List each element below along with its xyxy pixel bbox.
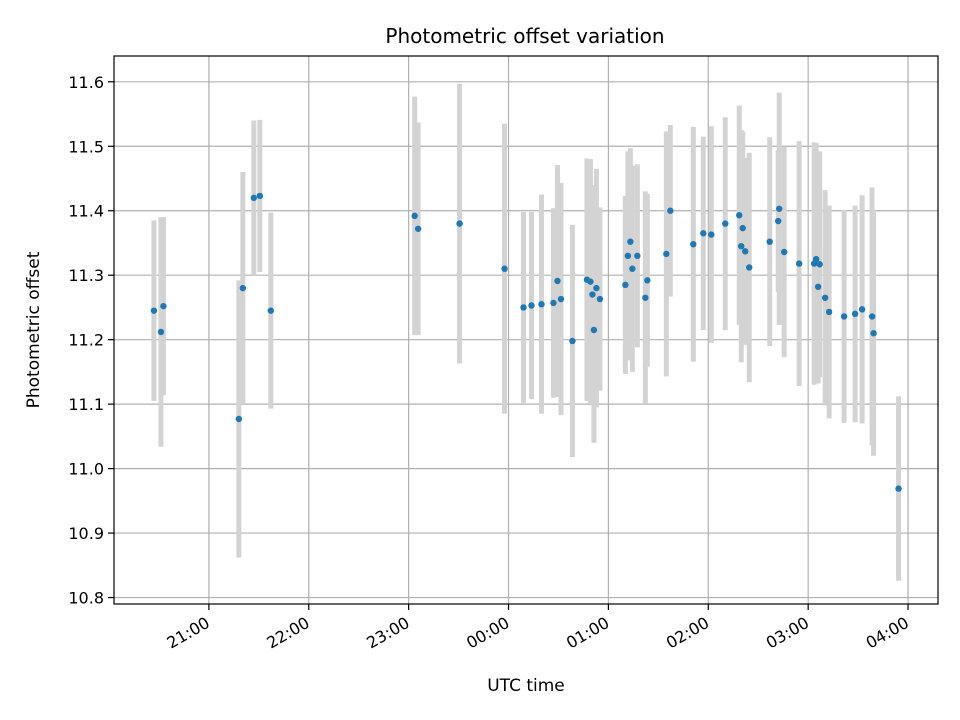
data-point bbox=[557, 295, 565, 303]
data-point bbox=[157, 328, 165, 336]
data-point bbox=[256, 192, 264, 200]
data-point bbox=[550, 299, 557, 307]
data-point bbox=[569, 337, 576, 345]
data-point bbox=[235, 415, 243, 423]
data-point bbox=[840, 313, 848, 320]
data-point bbox=[814, 283, 822, 291]
data-points bbox=[150, 192, 902, 492]
data-point bbox=[250, 194, 258, 202]
data-point bbox=[780, 248, 788, 256]
data-point bbox=[746, 264, 753, 271]
data-point bbox=[160, 302, 167, 310]
data-point bbox=[456, 220, 463, 227]
y-tick-label: 11.1 bbox=[68, 395, 104, 414]
data-point bbox=[629, 265, 636, 272]
data-point bbox=[870, 330, 877, 337]
data-point bbox=[267, 307, 275, 314]
data-point bbox=[411, 212, 418, 220]
data-point bbox=[528, 302, 535, 309]
y-tick-label: 11.0 bbox=[68, 460, 104, 479]
y-axis-label: Photometric offset bbox=[24, 251, 44, 408]
y-tick-label: 11.5 bbox=[68, 137, 104, 156]
data-point bbox=[821, 294, 829, 301]
x-axis-label: UTC time bbox=[487, 676, 565, 696]
data-point bbox=[690, 241, 697, 248]
data-point bbox=[738, 242, 745, 250]
y-tick-label: 10.9 bbox=[68, 524, 104, 543]
data-point bbox=[624, 252, 632, 260]
chart-title: Photometric offset variation bbox=[385, 24, 664, 48]
data-point bbox=[644, 277, 651, 284]
data-point bbox=[736, 212, 743, 219]
data-point bbox=[622, 281, 629, 289]
y-tick-label: 11.4 bbox=[68, 202, 104, 221]
data-point bbox=[700, 230, 707, 237]
data-point bbox=[739, 224, 746, 232]
data-point bbox=[587, 278, 594, 285]
data-point bbox=[825, 308, 833, 316]
y-tick-label: 10.8 bbox=[68, 589, 104, 608]
data-point bbox=[895, 485, 902, 492]
data-point bbox=[590, 326, 598, 334]
data-point bbox=[414, 225, 422, 232]
data-point bbox=[774, 217, 782, 225]
data-point bbox=[667, 207, 674, 214]
data-point bbox=[642, 294, 649, 301]
y-tick-label: 11.6 bbox=[68, 73, 104, 92]
data-point bbox=[742, 248, 749, 255]
data-point bbox=[596, 295, 604, 303]
data-point bbox=[816, 261, 823, 268]
data-point bbox=[150, 307, 158, 314]
data-point bbox=[239, 284, 247, 292]
plot-frame bbox=[113, 55, 939, 605]
data-point bbox=[501, 265, 508, 272]
data-point bbox=[868, 313, 876, 320]
data-point bbox=[708, 231, 715, 238]
data-point bbox=[554, 277, 561, 285]
data-point bbox=[812, 255, 820, 263]
data-point bbox=[634, 252, 641, 260]
data-point bbox=[722, 220, 729, 227]
data-point bbox=[589, 291, 596, 298]
data-point bbox=[795, 260, 803, 267]
y-tick-label: 11.3 bbox=[68, 266, 104, 285]
data-point bbox=[766, 238, 773, 245]
y-axis: 10.8 10.9 11.0 11.1 11.2 11.3 11.4 11.5 11.6 bbox=[68, 73, 114, 608]
data-point bbox=[538, 301, 545, 308]
data-point bbox=[851, 310, 859, 318]
data-point bbox=[593, 284, 600, 292]
data-point bbox=[663, 250, 670, 258]
data-point bbox=[627, 238, 634, 245]
data-point bbox=[858, 306, 866, 313]
y-tick-label: 11.2 bbox=[68, 331, 104, 350]
data-point bbox=[520, 304, 527, 311]
data-point bbox=[775, 205, 783, 212]
